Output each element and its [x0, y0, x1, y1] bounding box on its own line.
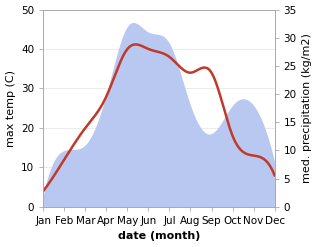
Y-axis label: med. precipitation (kg/m2): med. precipitation (kg/m2): [302, 33, 313, 183]
X-axis label: date (month): date (month): [118, 231, 200, 242]
Y-axis label: max temp (C): max temp (C): [5, 70, 16, 147]
